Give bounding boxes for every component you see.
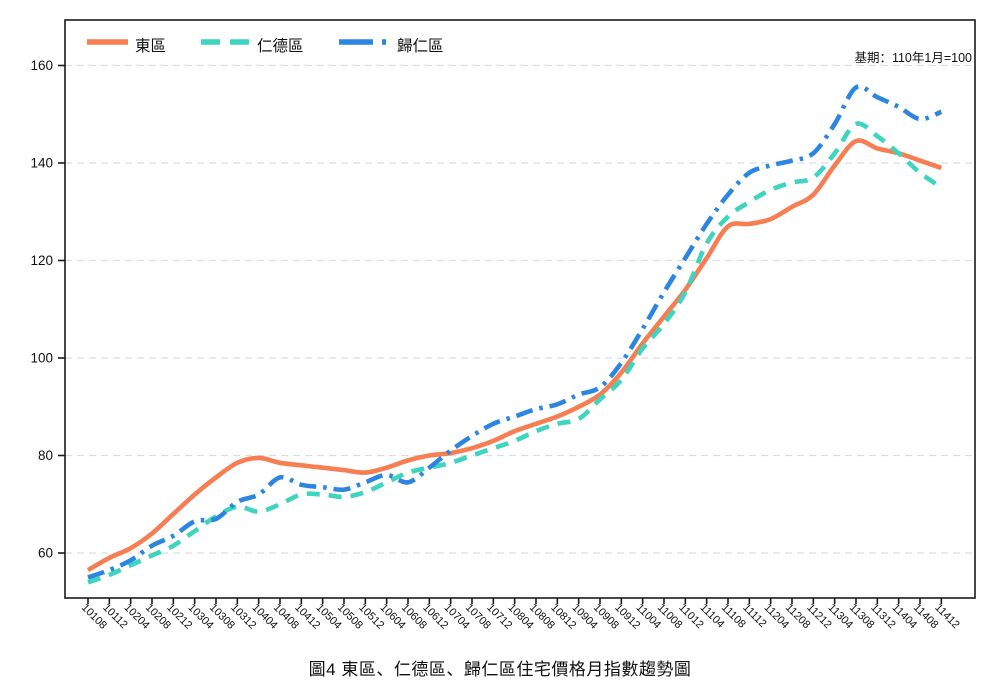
series-line-1: [86, 138, 943, 573]
x-tick-label: 11412: [932, 602, 962, 632]
legend-label-guiren-district: 歸仁區: [397, 38, 444, 55]
legend-label-rende-district: 仁德區: [257, 38, 304, 55]
series-line-3: [87, 84, 943, 580]
y-tick-label: 120: [30, 253, 53, 268]
plot-border: [64, 19, 976, 599]
series-line-2: [87, 121, 943, 585]
x-tick-label: 11112: [740, 602, 768, 630]
chart-title: 圖4 東區、仁德區、歸仁區住宅價格月指數趨勢圖: [308, 660, 692, 679]
y-tick-label: 80: [38, 448, 53, 463]
base-period-note: 基期：110年1月=100: [854, 51, 972, 65]
y-tick-label: 140: [30, 156, 53, 171]
y-tick-label: 60: [38, 546, 53, 561]
y-tick-label: 160: [30, 58, 53, 73]
legend-label-east-district: 東區: [135, 38, 167, 55]
y-tick-label: 100: [30, 351, 53, 366]
